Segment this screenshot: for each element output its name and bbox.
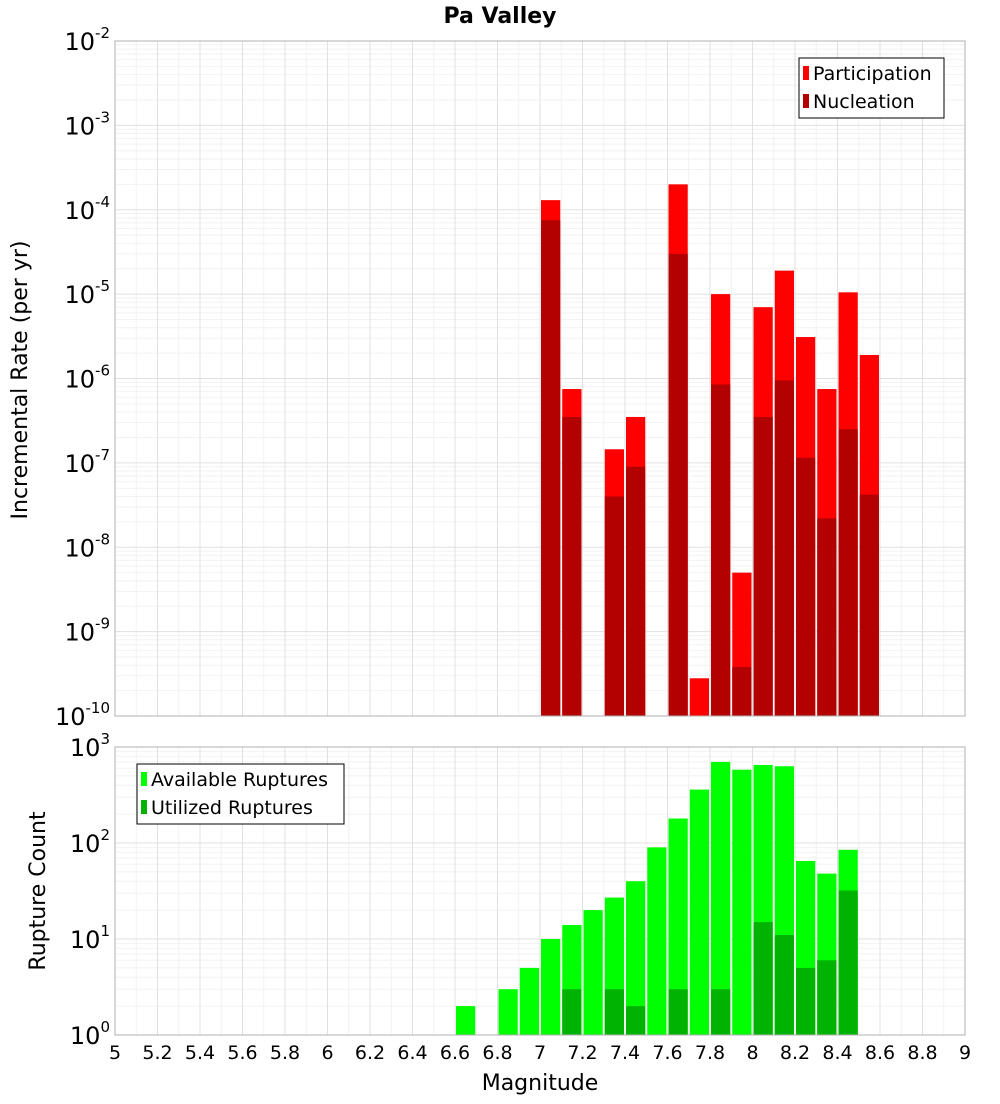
bottom-bar-utilized-ruptures — [774, 935, 794, 1035]
top-bar-participation — [689, 678, 709, 716]
bottom-y-tick-label: 102 — [70, 826, 110, 858]
bottom-bar-available-ruptures — [732, 769, 752, 1035]
bottom-y-tick-label: 103 — [70, 730, 110, 762]
x-tick-label: 5.4 — [185, 1042, 215, 1064]
top-bar-nucleation — [604, 496, 624, 716]
bottom-legend-swatch — [141, 800, 147, 814]
top-bar-nucleation — [626, 466, 646, 716]
top-bar-nucleation — [732, 667, 752, 716]
chart-title: Pa Valley — [443, 4, 556, 29]
bottom-y-axis-label: Rupture Count — [26, 811, 51, 971]
top-bar-nucleation — [817, 518, 837, 716]
x-tick-label: 6.2 — [355, 1042, 385, 1064]
top-y-tick-label: 10-7 — [64, 446, 110, 478]
top-legend-label: Nucleation — [813, 91, 915, 113]
x-tick-label: 7.4 — [610, 1042, 640, 1064]
top-bar-nucleation — [541, 220, 561, 717]
top-y-tick-label: 10-8 — [64, 530, 110, 562]
x-axis-label: Magnitude — [482, 1071, 599, 1096]
bottom-legend-label: Utilized Ruptures — [151, 797, 313, 819]
x-tick-label: 5.6 — [227, 1042, 257, 1064]
bottom-bar-available-ruptures — [668, 818, 688, 1035]
top-bar-nucleation — [753, 416, 773, 716]
x-tick-label: 6.4 — [397, 1042, 427, 1064]
top-y-tick-label: 10-10 — [55, 699, 110, 731]
bottom-bar-available-ruptures — [498, 989, 518, 1035]
x-tick-label: 5.2 — [142, 1042, 172, 1064]
bottom-bar-utilized-ruptures — [711, 989, 731, 1035]
bottom-bar-available-ruptures — [689, 789, 709, 1035]
bottom-y-tick-label: 101 — [70, 922, 110, 954]
top-y-tick-label: 10-4 — [64, 193, 110, 225]
bottom-legend-swatch — [141, 772, 147, 786]
top-legend-label: Participation — [813, 63, 932, 85]
x-tick-label: 6.6 — [440, 1042, 470, 1064]
bottom-bar-utilized-ruptures — [604, 989, 624, 1035]
bottom-plot-frame — [114, 746, 966, 1036]
bottom-bar-available-ruptures — [711, 761, 731, 1035]
x-tick-label: 8.2 — [780, 1042, 810, 1064]
x-tick-label: 9 — [959, 1042, 971, 1064]
top-y-tick-label: 10-2 — [64, 24, 110, 56]
top-legend-swatch — [803, 94, 809, 108]
top-bar-nucleation — [668, 253, 688, 716]
bottom-bar-utilized-ruptures — [562, 989, 582, 1035]
top-y-tick-label: 10-5 — [64, 277, 110, 309]
x-tick-label: 7.6 — [652, 1042, 682, 1064]
x-tick-label: 7 — [534, 1042, 546, 1064]
bottom-bar-utilized-ruptures — [817, 960, 837, 1035]
bottom-legend-box — [136, 763, 345, 825]
top-bar-nucleation — [796, 457, 816, 716]
bottom-bar-utilized-ruptures — [796, 967, 816, 1035]
top-y-tick-label: 10-3 — [64, 108, 110, 140]
top-plot-frame — [114, 40, 966, 717]
bottom-legend-label: Available Ruptures — [151, 769, 328, 791]
x-tick-label: 8.6 — [865, 1042, 895, 1064]
bottom-bar-available-ruptures — [541, 939, 561, 1035]
top-y-axis-label: Incremental Rate (per yr) — [8, 241, 33, 520]
bottom-y-tick-label: 100 — [70, 1018, 110, 1050]
bottom-bar-available-ruptures — [583, 910, 603, 1035]
x-tick-label: 6.8 — [482, 1042, 512, 1064]
top-bar-nucleation — [859, 494, 879, 716]
bottom-bar-utilized-ruptures — [753, 922, 773, 1035]
bottom-bar-available-ruptures — [647, 847, 667, 1035]
bottom-bar-utilized-ruptures — [838, 890, 858, 1035]
top-bar-nucleation — [562, 416, 582, 716]
top-bar-nucleation — [711, 384, 731, 716]
bottom-bar-utilized-ruptures — [626, 1006, 646, 1035]
bottom-bar-available-ruptures — [519, 967, 539, 1035]
top-y-tick-label: 10-9 — [64, 615, 110, 647]
bottom-bar-available-ruptures — [626, 881, 646, 1035]
bottom-bar-available-ruptures — [456, 1006, 476, 1035]
x-tick-label: 7.2 — [567, 1042, 597, 1064]
x-tick-label: 5 — [109, 1042, 121, 1064]
x-tick-label: 5.8 — [270, 1042, 300, 1064]
top-legend-box — [798, 57, 945, 119]
x-tick-label: 6 — [321, 1042, 333, 1064]
top-legend-swatch — [803, 66, 809, 80]
x-tick-label: 8.8 — [907, 1042, 937, 1064]
top-bar-nucleation — [774, 380, 794, 716]
x-tick-label: 8.4 — [822, 1042, 852, 1064]
bottom-bar-utilized-ruptures — [668, 989, 688, 1035]
x-tick-label: 8 — [746, 1042, 758, 1064]
top-bar-nucleation — [838, 429, 858, 716]
top-y-tick-label: 10-6 — [64, 362, 110, 394]
x-tick-label: 7.8 — [695, 1042, 725, 1064]
